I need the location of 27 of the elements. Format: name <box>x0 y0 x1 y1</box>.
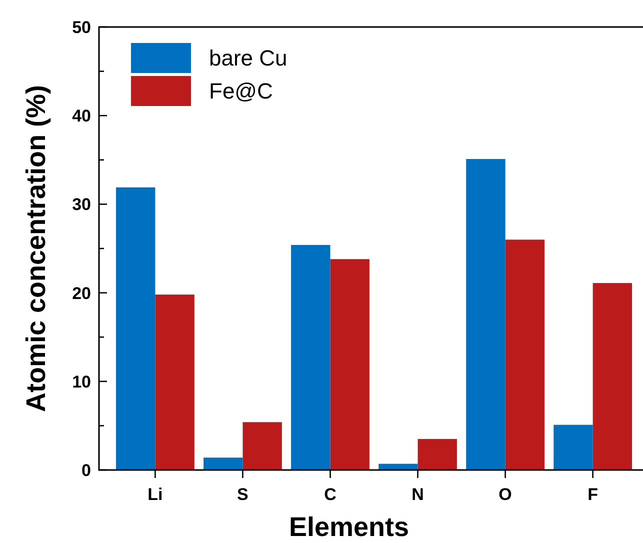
y-tick-label: 0 <box>82 460 91 480</box>
y-tick-label: 10 <box>72 372 91 392</box>
y-axis-title: Atomic concentration (%) <box>21 84 51 412</box>
x-tick-label: N <box>412 485 424 504</box>
bar <box>592 283 632 470</box>
y-tick-label: 50 <box>72 18 91 37</box>
y-tick-label: 40 <box>72 106 91 126</box>
legend-label: bare Cu <box>209 46 288 71</box>
bar <box>505 240 544 470</box>
y-tick-label: 20 <box>72 284 91 303</box>
bar <box>330 259 370 470</box>
bar <box>554 424 593 470</box>
bar <box>466 159 506 470</box>
bar <box>155 294 194 470</box>
x-tick-label: F <box>588 485 598 504</box>
bar <box>418 438 457 470</box>
x-tick-label: C <box>324 485 336 504</box>
y-tick-label: 30 <box>72 195 91 214</box>
x-axis-title: Elements <box>288 512 410 542</box>
x-tick-label: O <box>498 485 512 504</box>
legend-label: Fe@C <box>209 78 274 104</box>
x-tick-label: Li <box>148 485 163 504</box>
x-tick-label: S <box>237 485 248 504</box>
bar <box>204 458 243 470</box>
bar <box>291 244 330 470</box>
bar <box>242 422 282 470</box>
bar <box>116 187 156 470</box>
